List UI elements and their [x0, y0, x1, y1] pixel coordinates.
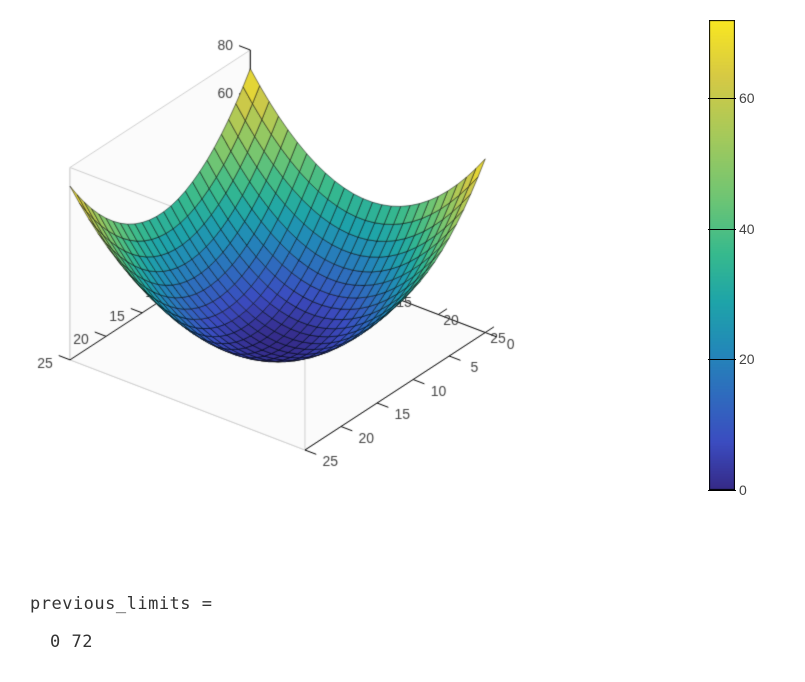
colorbar-tick-label: 40	[739, 221, 755, 237]
output-varname: previous_limits =	[30, 594, 213, 614]
surface-canvas	[0, 0, 650, 560]
output-values: 0 72	[30, 632, 213, 652]
colorbar-tick-label: 60	[739, 90, 755, 106]
surface-plot-3d	[0, 0, 650, 560]
colorbar: 0204060	[709, 20, 735, 490]
colorbar-tick-label: 0	[739, 482, 747, 498]
colorbar-tick-label: 20	[739, 351, 755, 367]
console-output: previous_limits = 0 72	[30, 594, 213, 652]
colorbar-gradient	[709, 20, 735, 490]
